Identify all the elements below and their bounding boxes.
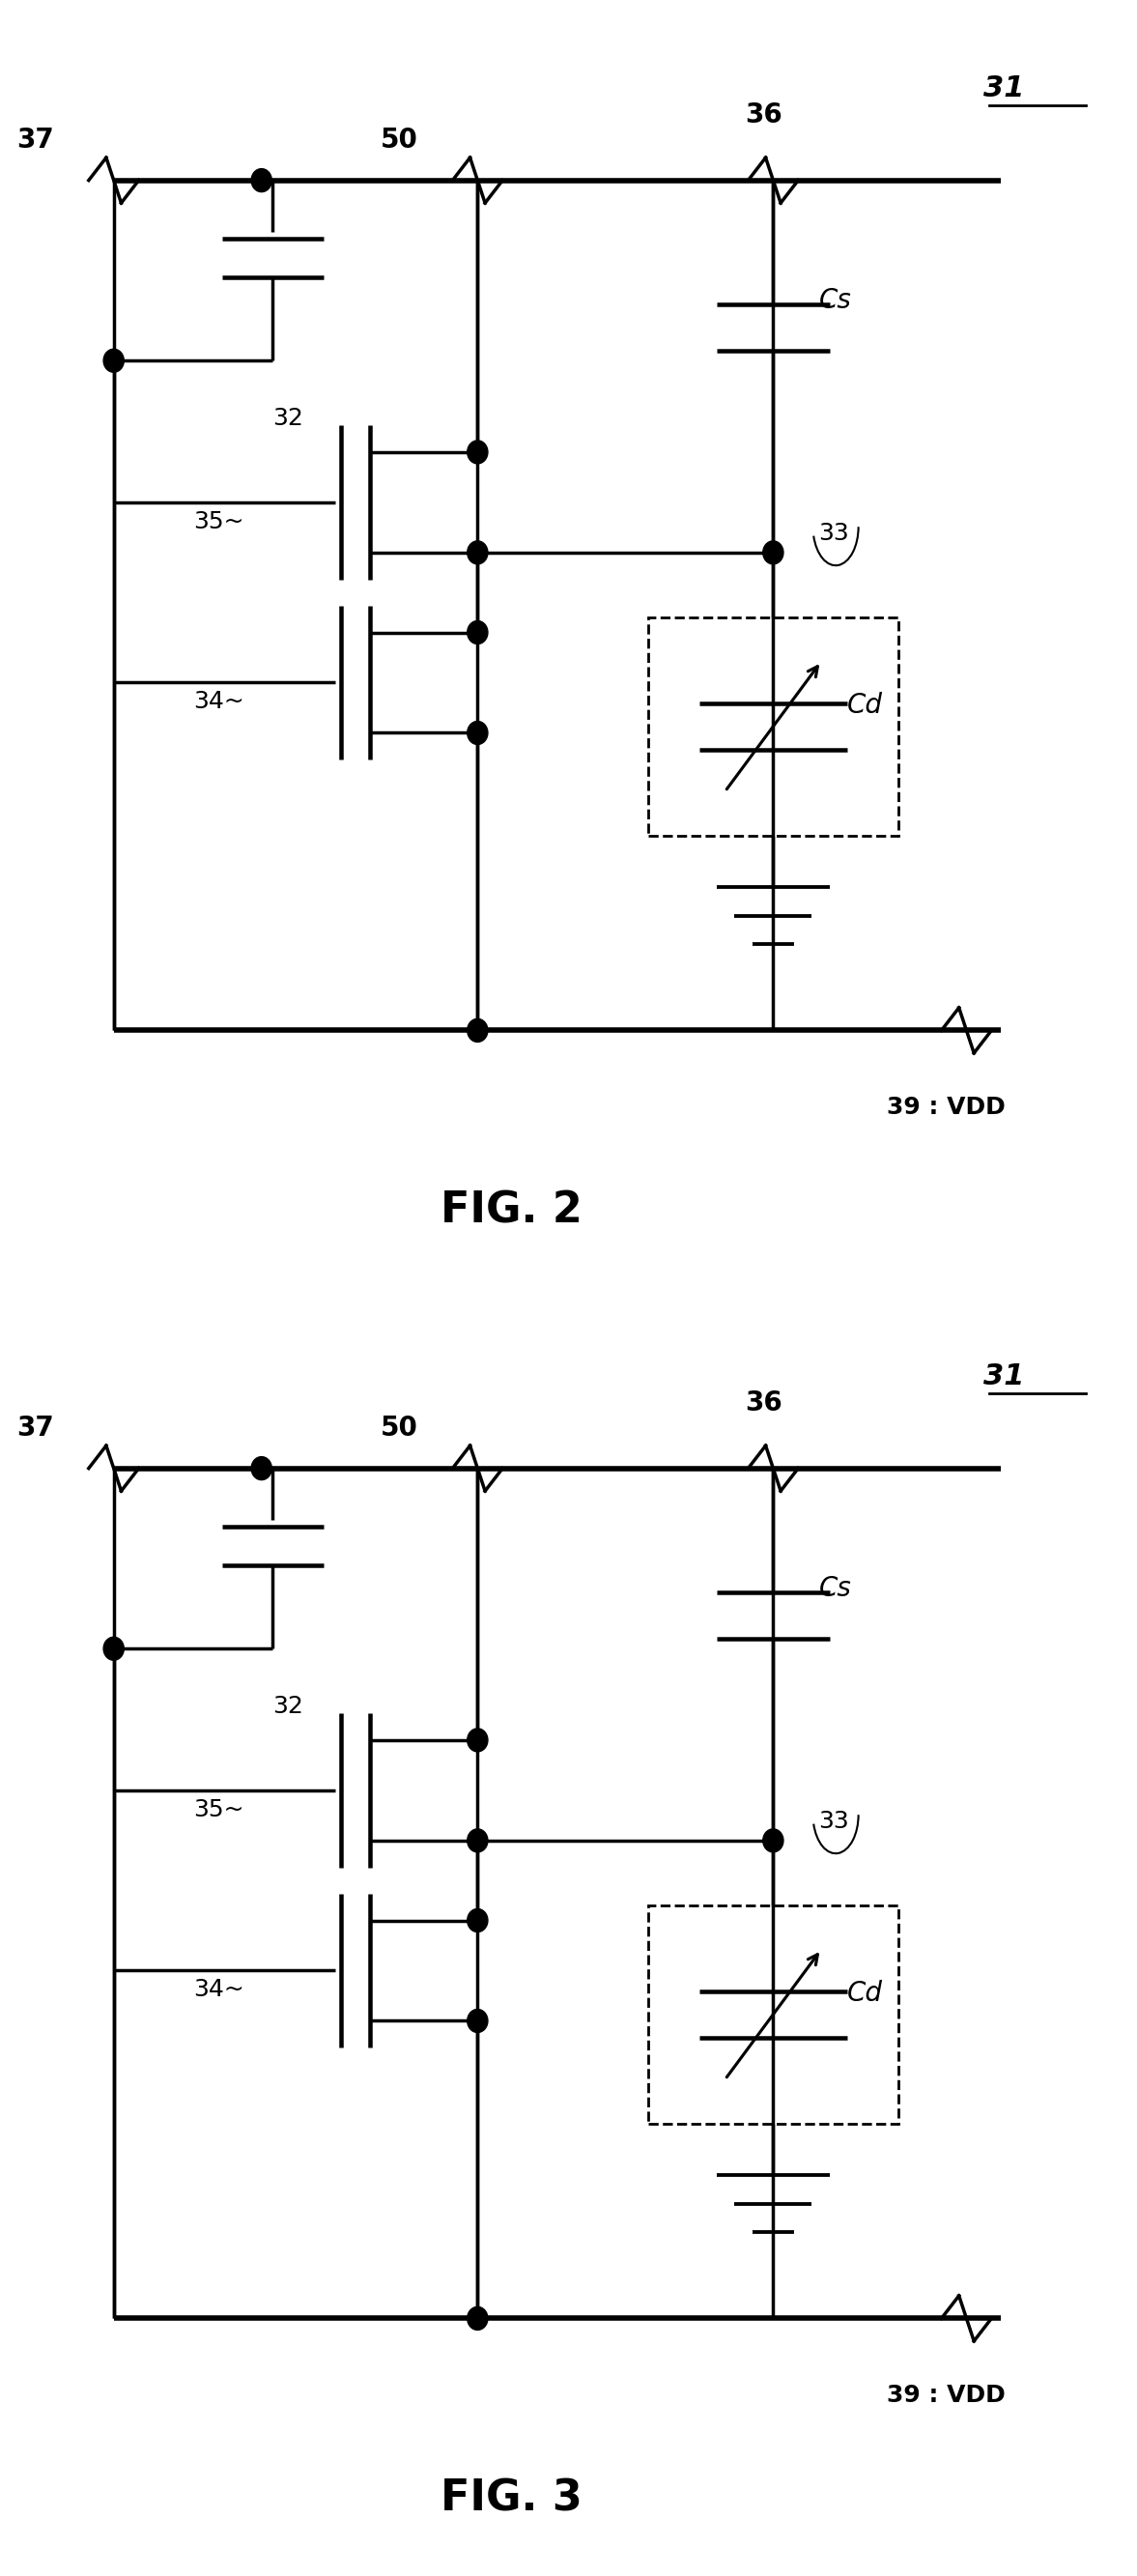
Text: 36: 36 — [745, 100, 782, 129]
Circle shape — [763, 1829, 783, 1852]
Circle shape — [763, 541, 783, 564]
Circle shape — [467, 440, 488, 464]
Text: FIG. 3: FIG. 3 — [441, 2478, 582, 2519]
Text: 35~: 35~ — [193, 1798, 244, 1821]
Text: 36: 36 — [745, 1388, 782, 1417]
Text: 31: 31 — [984, 75, 1024, 103]
Circle shape — [467, 1829, 488, 1852]
Text: FIG. 2: FIG. 2 — [441, 1190, 582, 1231]
Text: Cs: Cs — [819, 286, 852, 314]
Circle shape — [251, 1458, 272, 1479]
Circle shape — [103, 1638, 124, 1659]
Text: 35~: 35~ — [193, 510, 244, 533]
Text: 32: 32 — [273, 1695, 304, 1718]
Text: 34~: 34~ — [193, 1978, 244, 2002]
Text: 50: 50 — [381, 1414, 418, 1443]
Text: 32: 32 — [273, 407, 304, 430]
Bar — [648, 1906, 898, 2123]
Text: 34~: 34~ — [193, 690, 244, 714]
Text: 39 : VDD: 39 : VDD — [887, 1095, 1005, 1118]
Text: 33: 33 — [819, 1808, 849, 1832]
Text: Cs: Cs — [819, 1574, 852, 1602]
Text: Cd: Cd — [847, 693, 882, 719]
Bar — [648, 616, 898, 835]
Text: 39 : VDD: 39 : VDD — [887, 2383, 1005, 2406]
Circle shape — [251, 170, 272, 191]
Text: Cd: Cd — [847, 1981, 882, 2007]
Text: 33: 33 — [819, 520, 849, 544]
Text: 37: 37 — [17, 1414, 55, 1443]
Circle shape — [467, 541, 488, 564]
Text: 50: 50 — [381, 126, 418, 155]
Text: 37: 37 — [17, 126, 55, 155]
Circle shape — [467, 621, 488, 644]
Text: 31: 31 — [984, 1363, 1024, 1391]
Circle shape — [467, 1018, 488, 1043]
Circle shape — [467, 721, 488, 744]
Circle shape — [467, 1909, 488, 1932]
Circle shape — [467, 2009, 488, 2032]
Circle shape — [103, 348, 124, 371]
Circle shape — [467, 1728, 488, 1752]
Circle shape — [467, 2308, 488, 2329]
